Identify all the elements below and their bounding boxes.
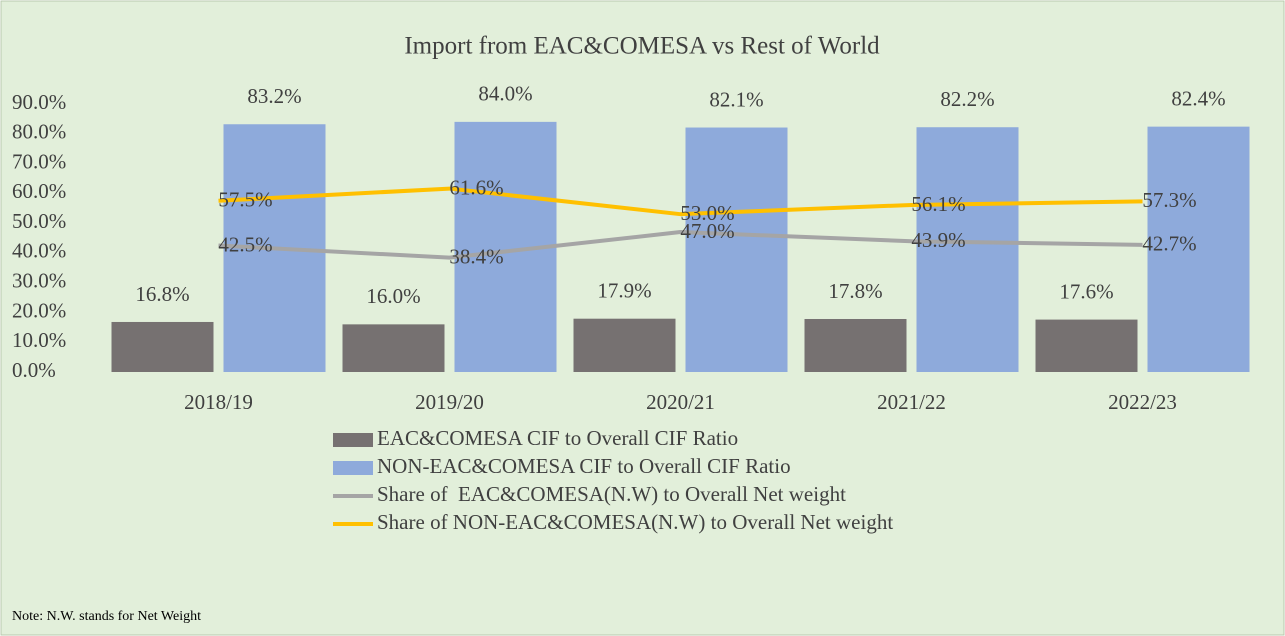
bar bbox=[111, 321, 214, 372]
y-tick-label: 20.0% bbox=[12, 298, 66, 322]
y-tick-label: 70.0% bbox=[12, 149, 66, 173]
line bbox=[218, 186, 1143, 217]
x-tick-label: 2020/21 bbox=[646, 390, 715, 414]
data-label: 42.5% bbox=[218, 232, 272, 256]
data-label: 82.1% bbox=[709, 87, 763, 111]
data-label: 17.9% bbox=[597, 279, 651, 303]
data-label: 82.4% bbox=[1171, 86, 1225, 110]
note: Note: N.W. stands for Net Weight bbox=[12, 609, 201, 624]
bar bbox=[1147, 126, 1250, 373]
x-tick-label: 2022/23 bbox=[1108, 390, 1177, 414]
data-label: 16.8% bbox=[135, 282, 189, 306]
bar bbox=[342, 324, 445, 372]
legend-swatch bbox=[333, 461, 373, 475]
data-label: 17.6% bbox=[1059, 279, 1113, 303]
x-tick-label: 2018/19 bbox=[184, 390, 253, 414]
legend-swatch bbox=[333, 433, 373, 447]
data-label: 56.1% bbox=[911, 192, 965, 216]
bar bbox=[573, 318, 676, 372]
y-tick-label: 0.0% bbox=[12, 358, 56, 382]
bar bbox=[916, 127, 1019, 372]
x-tick-label: 2019/20 bbox=[415, 390, 484, 414]
data-label: 84.0% bbox=[478, 82, 532, 106]
y-tick-label: 60.0% bbox=[12, 179, 66, 203]
bar bbox=[1035, 319, 1138, 372]
legend-label: Share of NON-EAC&COMESA(N.W) to Overall … bbox=[377, 510, 893, 534]
chart-title: Import from EAC&COMESA vs Rest of World bbox=[404, 33, 880, 60]
legend: EAC&COMESA CIF to Overall CIF Ratio NON-E… bbox=[333, 426, 893, 534]
legend-label: NON-EAC&COMESA CIF to Overall CIF Ratio bbox=[377, 454, 791, 478]
data-label: 53.0% bbox=[680, 201, 734, 225]
data-label: 17.8% bbox=[828, 279, 882, 303]
data-label: 57.5% bbox=[218, 188, 272, 212]
data-label: 57.3% bbox=[1142, 188, 1196, 212]
y-tick-label: 10.0% bbox=[12, 328, 66, 352]
data-label: 38.4% bbox=[449, 244, 503, 268]
data-label: 83.2% bbox=[247, 84, 301, 108]
y-tick-label: 30.0% bbox=[12, 268, 66, 292]
data-label: 16.0% bbox=[366, 284, 420, 308]
data-label: 82.2% bbox=[940, 87, 994, 111]
bar bbox=[804, 318, 907, 372]
line bbox=[218, 230, 1143, 260]
bar bbox=[685, 127, 788, 372]
legend-label: EAC&COMESA CIF to Overall CIF Ratio bbox=[377, 426, 738, 450]
y-tick-label: 90.0% bbox=[12, 90, 66, 114]
data-label: 47.0% bbox=[680, 219, 734, 243]
y-tick-label: 80.0% bbox=[12, 120, 66, 144]
y-tick-label: 40.0% bbox=[12, 239, 66, 263]
data-label: 61.6% bbox=[449, 175, 503, 199]
data-label: 42.7% bbox=[1142, 232, 1196, 256]
y-tick-label: 50.0% bbox=[12, 209, 66, 233]
legend-label: Share of EAC&COMESA(N.W) to Overall Net … bbox=[377, 482, 846, 506]
x-tick-label: 2021/22 bbox=[877, 390, 946, 414]
data-label: 43.9% bbox=[911, 228, 965, 252]
